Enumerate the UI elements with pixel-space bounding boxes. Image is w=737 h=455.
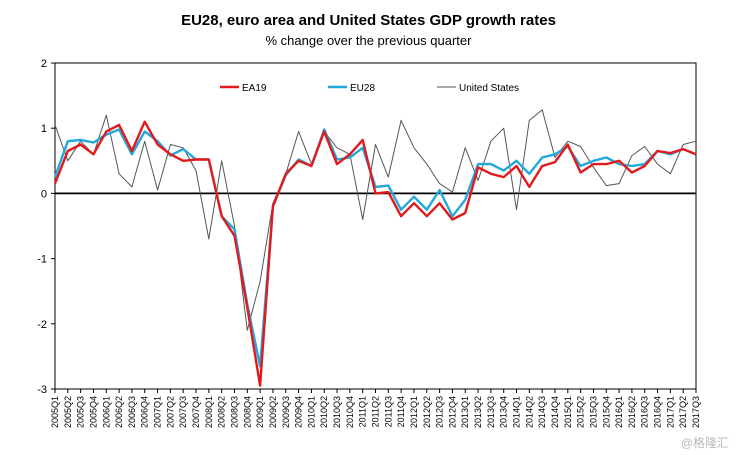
x-tick-label: 2011Q4 [396, 396, 406, 427]
x-tick-label: 2005Q1 [50, 396, 60, 428]
x-tick-label: 2007Q3 [178, 396, 188, 428]
x-tick-label: 2007Q4 [191, 396, 201, 428]
x-tick-label: 2008Q4 [242, 396, 252, 428]
y-axis: 2 1 0 -1 -2 -3 [37, 58, 55, 396]
series-line-eu28 [53, 128, 697, 368]
y-tick-label: -1 [37, 254, 47, 266]
x-tick-label: 2005Q3 [76, 396, 86, 428]
x-tick-label: 2013Q4 [499, 396, 509, 428]
x-tick-label: 2006Q2 [114, 396, 124, 428]
x-tick-label: 2012Q4 [447, 396, 457, 428]
legend-label: EA19 [242, 83, 267, 94]
x-tick-label: 2010Q4 [345, 396, 355, 428]
x-tick-label: 2013Q2 [473, 396, 483, 428]
x-axis: 2005Q1 2005Q2 2005Q3 2005Q4 2006Q1 2006Q2 2006… [50, 389, 701, 428]
x-tick-label: 2009Q3 [281, 396, 291, 428]
series-line-ea19 [53, 120, 697, 387]
x-tick-label: 2014Q1 [512, 396, 522, 428]
x-tick-label: 2007Q1 [153, 396, 163, 428]
x-tick-label: 2006Q3 [127, 396, 137, 428]
x-tick-label: 2006Q1 [101, 396, 111, 428]
x-tick-label: 2011Q1 [358, 396, 368, 427]
x-tick-label: 2010Q3 [332, 396, 342, 428]
x-tick-label: 2016Q3 [640, 396, 650, 428]
x-tick-label: 2010Q2 [319, 396, 329, 428]
legend-label: United States [459, 83, 519, 94]
x-tick-label: 2006Q4 [140, 396, 150, 428]
x-tick-label: 2013Q3 [486, 396, 496, 428]
x-tick-label: 2015Q2 [576, 396, 586, 428]
x-tick-label: 2008Q3 [229, 396, 239, 428]
x-tick-label: 2012Q2 [422, 396, 432, 428]
x-tick-label: 2009Q4 [294, 396, 304, 428]
series-line-united-states [54, 109, 697, 331]
x-tick-label: 2005Q4 [88, 396, 98, 428]
y-tick-label: 1 [41, 123, 47, 135]
x-tick-label: 2016Q4 [653, 396, 663, 428]
x-tick-label: 2013Q1 [460, 396, 470, 428]
x-tick-label: 2009Q2 [268, 396, 278, 428]
legend-label: EU28 [350, 83, 375, 94]
y-tick-label: -2 [37, 319, 47, 331]
x-tick-label: 2009Q1 [255, 396, 265, 428]
x-tick-label: 2011Q3 [383, 396, 393, 427]
x-tick-label: 2008Q2 [217, 396, 227, 428]
x-tick-label: 2017Q2 [678, 396, 688, 428]
x-tick-label: 2016Q1 [614, 396, 624, 428]
x-tick-label: 2015Q1 [563, 396, 573, 428]
y-tick-label: 2 [41, 58, 47, 70]
plot-area [54, 62, 697, 390]
x-tick-label: 2014Q4 [550, 396, 560, 428]
x-tick-label: 2008Q1 [204, 396, 214, 428]
x-tick-label: 2014Q3 [537, 396, 547, 428]
series-layer [53, 109, 697, 387]
x-tick-label: 2015Q3 [588, 396, 598, 428]
x-tick-label: 2005Q2 [63, 396, 73, 428]
x-tick-label: 2012Q1 [409, 396, 419, 428]
x-tick-label: 2010Q1 [306, 396, 316, 428]
y-tick-label: -3 [37, 384, 47, 396]
y-tick-label: 0 [41, 188, 47, 200]
x-tick-label: 2015Q4 [601, 396, 611, 428]
x-tick-label: 2014Q2 [524, 396, 534, 428]
watermark: @格隆汇 [680, 436, 729, 450]
legend: EA19 EU28 United States [220, 83, 519, 94]
x-tick-label: 2012Q3 [435, 396, 445, 428]
x-tick-label: 2017Q3 [691, 396, 701, 428]
chart-subtitle: % change over the previous quarter [265, 33, 472, 48]
x-tick-label: 2017Q1 [665, 396, 675, 428]
x-tick-label: 2016Q2 [627, 396, 637, 428]
x-tick-label: 2007Q2 [165, 396, 175, 428]
chart-title: EU28, euro area and United States GDP gr… [181, 12, 556, 29]
x-tick-label: 2011Q2 [371, 396, 381, 427]
